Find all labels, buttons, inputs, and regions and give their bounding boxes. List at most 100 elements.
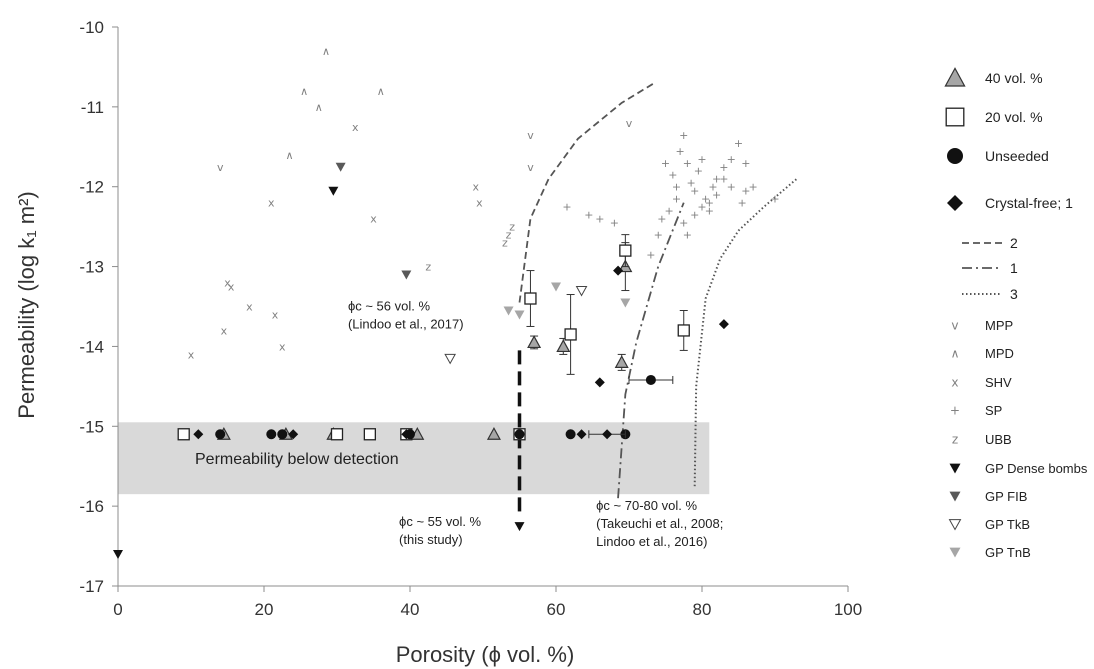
x-tick-label: 40: [401, 600, 420, 619]
point-shv: x: [268, 197, 275, 210]
point-sp: +: [646, 249, 655, 262]
point-sp: +: [595, 213, 604, 226]
point-sp: +: [694, 165, 703, 178]
point-sp: +: [741, 185, 750, 198]
point-crystal-free-1: [613, 265, 624, 276]
point-sp: +: [679, 217, 688, 230]
y-tick-label: -13: [79, 258, 104, 277]
point-sp: +: [708, 181, 717, 194]
point-sp: +: [690, 185, 699, 198]
point-sp: +: [661, 157, 670, 170]
legend-marker: z: [952, 432, 958, 446]
legend: 40 vol. % 20 vol. % Unseeded Crystal-free; …: [944, 67, 1088, 560]
point-crystal-free-1: [602, 429, 613, 440]
legend-label: MPD: [985, 346, 1014, 361]
y-tick-label: -10: [79, 18, 104, 37]
point-40-vol: [614, 355, 629, 368]
point-gp-fib: [401, 270, 412, 280]
legend-label: Crystal-free; 1: [985, 195, 1073, 211]
point-unseeded: [215, 429, 226, 440]
point-40-vol: [556, 339, 571, 353]
point-shv: x: [279, 340, 286, 353]
annotation-line: ϕc ~ 55 vol. %: [399, 514, 482, 529]
point-shv: x: [246, 301, 253, 314]
point-gp-dense-bombs: [113, 550, 123, 560]
point-sp: +: [697, 201, 706, 214]
point-sp: +: [686, 177, 695, 190]
annotation-label: ϕc ~ 56 vol. % (Lindoo et al., 2017): [348, 298, 464, 331]
x-tick-label: 100: [834, 600, 862, 619]
point-ubb: z: [502, 237, 508, 250]
point-ubb: z: [509, 221, 515, 234]
point-sp: +: [683, 157, 692, 170]
detection-band-label: Permeability below detection: [195, 451, 399, 468]
legend-marker: [949, 491, 961, 502]
legend-marker: [944, 67, 966, 87]
point-20-vol: [619, 244, 632, 257]
point-sp: +: [770, 193, 779, 206]
point-sp: +: [705, 197, 714, 210]
legend-label: 20 vol. %: [985, 109, 1043, 125]
point-unseeded: [514, 429, 525, 440]
annotation-line: (Takeuchi et al., 2008;: [596, 516, 723, 531]
point-sp: +: [741, 157, 750, 170]
point-sp: +: [697, 153, 706, 166]
point-gp-tnb: [514, 310, 525, 320]
point-20-vol: [677, 324, 690, 337]
legend-marker: +: [950, 403, 960, 417]
point-shv: x: [221, 324, 228, 337]
point-mpp: v: [217, 161, 224, 174]
legend-label: Unseeded: [985, 148, 1049, 164]
point-sp: +: [562, 201, 571, 214]
point-ubb: z: [425, 261, 431, 274]
legend-marker: [947, 148, 963, 164]
model-curve-2: [518, 82, 656, 303]
point-sp: +: [719, 161, 728, 174]
point-crystal-free-1: [193, 429, 204, 440]
point-sp: +: [672, 181, 681, 194]
x-tick-label: 80: [693, 600, 712, 619]
point-20-vol: [524, 292, 537, 305]
point-mpp: v: [527, 161, 534, 174]
point-unseeded: [565, 429, 576, 440]
annotation-line: ϕc ~ 70-80 vol. %: [596, 498, 697, 513]
legend-marker: [948, 519, 962, 531]
legend-marker: [945, 107, 965, 127]
annotation-line: Lindoo et al., 2016): [596, 534, 707, 549]
y-tick-label: -14: [79, 337, 104, 356]
annotation-line: ϕc ~ 56 vol. %: [348, 298, 431, 313]
point-shv: x: [188, 348, 195, 361]
annotation-line: (Lindoo et al., 2017): [348, 316, 464, 331]
point-sp: +: [701, 193, 710, 206]
y-tick-label: -15: [79, 417, 104, 436]
y-axis-title: Permeability (log k₁ m²): [14, 191, 39, 418]
point-unseeded: [266, 429, 277, 440]
point-mpp: v: [527, 129, 534, 142]
point-sp: +: [727, 181, 736, 194]
model-curves: [518, 82, 798, 499]
point-shv: x: [352, 121, 359, 134]
point-sp: +: [705, 205, 714, 218]
point-sp: +: [657, 213, 666, 226]
point-shv: x: [476, 197, 483, 210]
point-mpd: ∧: [286, 149, 294, 162]
y-tick-label: -16: [79, 497, 104, 516]
legend-label: MPP: [985, 318, 1013, 333]
point-20-vol: [177, 428, 190, 441]
point-gp-dense-bombs: [514, 522, 525, 532]
point-unseeded: [277, 429, 288, 440]
point-crystal-free-1: [401, 429, 412, 440]
point-ubb: z: [506, 229, 512, 242]
point-shv: x: [472, 181, 479, 194]
point-gp-dense-bombs: [328, 186, 339, 196]
annotation-line: (this study): [399, 532, 463, 547]
point-unseeded: [645, 374, 656, 385]
point-40-vol: [486, 427, 501, 440]
point-crystal-free-1: [718, 319, 729, 330]
legend-label: 40 vol. %: [985, 70, 1043, 86]
point-sp: +: [610, 217, 619, 230]
point-sp: +: [665, 205, 674, 218]
point-gp-tnb: [551, 282, 561, 292]
